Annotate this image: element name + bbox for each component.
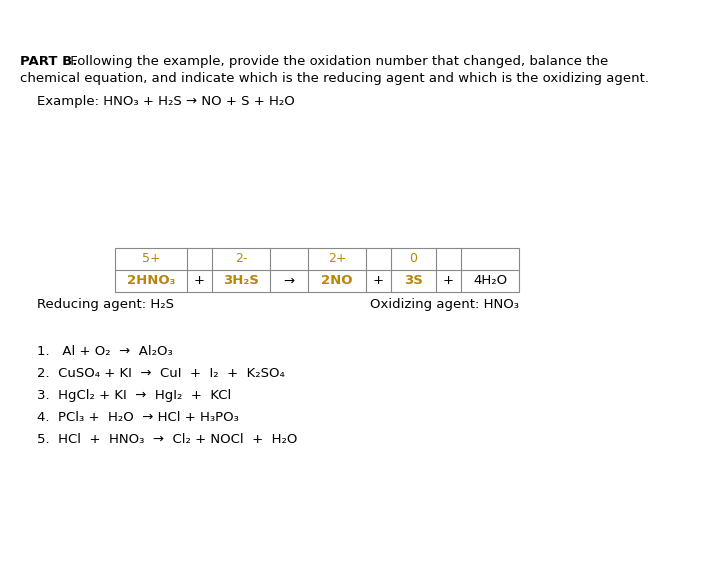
Text: 2+: 2+	[328, 252, 346, 266]
Text: 2.  CuSO₄ + KI  →  CuI  +  I₂  +  K₂SO₄: 2. CuSO₄ + KI → CuI + I₂ + K₂SO₄	[37, 367, 284, 380]
Text: 5+: 5+	[142, 252, 161, 266]
Text: PART B.: PART B.	[20, 55, 77, 68]
Text: +: +	[194, 275, 205, 288]
Text: 4.  PCl₃ +  H₂O  → HCl + H₃PO₃: 4. PCl₃ + H₂O → HCl + H₃PO₃	[37, 411, 239, 424]
Text: 5.  HCl  +  HNO₃  →  Cl₂ + NOCl  +  H₂O: 5. HCl + HNO₃ → Cl₂ + NOCl + H₂O	[37, 433, 297, 446]
Text: chemical equation, and indicate which is the reducing agent and which is the oxi: chemical equation, and indicate which is…	[20, 72, 649, 85]
Text: 3.  HgCl₂ + KI  →  HgI₂  +  KCl: 3. HgCl₂ + KI → HgI₂ + KCl	[37, 389, 231, 402]
Text: Oxidizing agent: HNO₃: Oxidizing agent: HNO₃	[370, 298, 519, 311]
Text: 2NO: 2NO	[321, 275, 353, 288]
Text: 3S: 3S	[404, 275, 423, 288]
Text: 4H₂O: 4H₂O	[473, 275, 507, 288]
Text: 0: 0	[410, 252, 418, 266]
Text: Reducing agent: H₂S: Reducing agent: H₂S	[37, 298, 174, 311]
Text: 2HNO₃: 2HNO₃	[127, 275, 175, 288]
Text: →: →	[284, 275, 294, 288]
Text: 1.   Al + O₂  →  Al₂O₃: 1. Al + O₂ → Al₂O₃	[37, 345, 173, 358]
FancyBboxPatch shape	[115, 248, 519, 292]
Text: 2-: 2-	[235, 252, 247, 266]
Text: 3H₂S: 3H₂S	[223, 275, 259, 288]
Text: Following the example, provide the oxidation number that changed, balance the: Following the example, provide the oxida…	[66, 55, 608, 68]
Text: Example: HNO₃ + H₂S → NO + S + H₂O: Example: HNO₃ + H₂S → NO + S + H₂O	[37, 95, 294, 108]
Text: +: +	[443, 275, 454, 288]
Text: +: +	[373, 275, 384, 288]
